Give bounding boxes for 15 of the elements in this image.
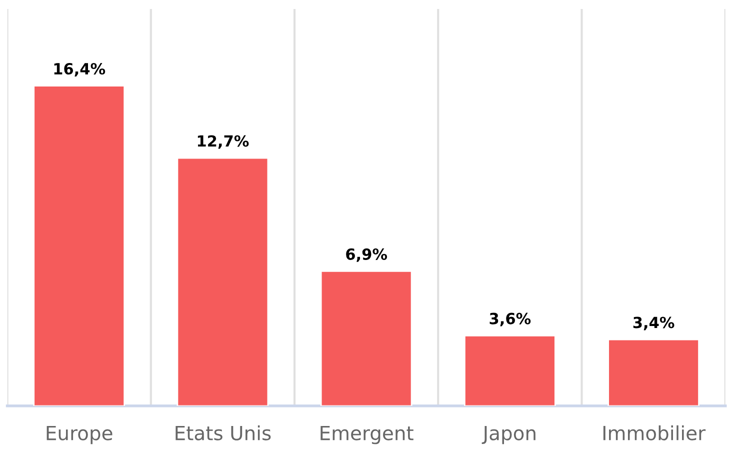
data-label: 6,9% [346,248,388,262]
x-tick-label: Japon [482,426,536,444]
x-tick-label: Emergent [320,426,414,444]
data-label: 3,4% [633,316,674,330]
bar [320,270,412,406]
bar [608,338,700,406]
bar [33,85,126,406]
data-label: 12,7% [198,135,249,149]
x-tick-label: Immobilier [603,425,706,440]
data-label: 3,6% [490,312,531,326]
bar [464,334,556,406]
bar [176,157,269,406]
x-tick-label: Europe [46,426,112,444]
x-tick-label: Etats Unis [176,425,271,440]
data-label: 16,4% [54,62,106,76]
